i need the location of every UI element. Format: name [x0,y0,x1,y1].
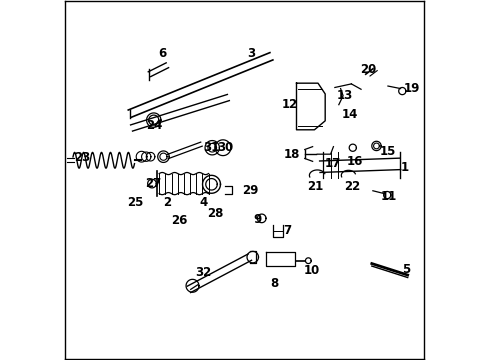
Text: 4: 4 [199,196,207,209]
Text: 5: 5 [402,263,410,276]
Text: 14: 14 [341,108,357,121]
Text: 20: 20 [359,63,376,76]
Text: 10: 10 [303,264,319,277]
Text: 12: 12 [282,98,298,111]
Text: 16: 16 [346,155,363,168]
Text: 25: 25 [127,196,143,209]
Text: 15: 15 [379,145,396,158]
Text: 19: 19 [403,82,420,95]
Text: 18: 18 [283,148,300,161]
Text: 27: 27 [144,177,161,190]
Text: 23: 23 [74,151,90,164]
Text: 2: 2 [163,196,171,209]
Text: 17: 17 [324,157,340,170]
Text: 13: 13 [336,89,352,102]
Text: 6: 6 [158,47,166,60]
Text: 31: 31 [203,140,219,154]
Text: 3: 3 [247,47,255,60]
Text: 1: 1 [400,161,408,174]
Text: 32: 32 [195,266,211,279]
Text: 24: 24 [145,119,162,132]
Text: 22: 22 [343,180,360,193]
Text: 8: 8 [269,277,278,290]
Text: 30: 30 [217,140,233,154]
Text: 26: 26 [171,214,187,227]
Text: 28: 28 [206,207,223,220]
Text: 7: 7 [282,224,290,237]
Text: 29: 29 [242,184,258,197]
Text: 21: 21 [306,180,323,193]
Text: 11: 11 [380,190,396,203]
Text: 9: 9 [253,213,261,226]
